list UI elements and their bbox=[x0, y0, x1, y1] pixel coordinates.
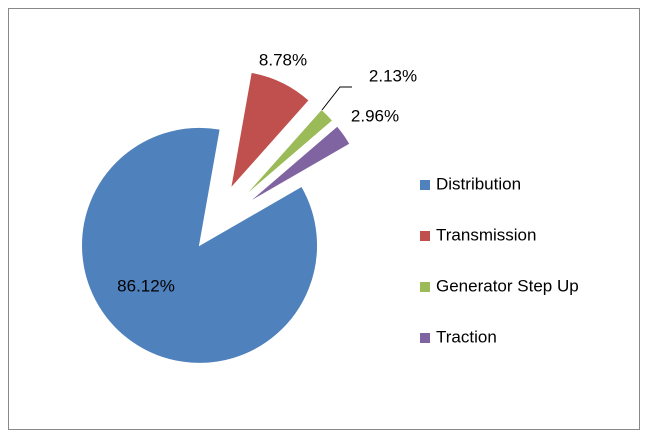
legend-swatch bbox=[420, 333, 430, 343]
legend-swatch bbox=[420, 231, 430, 241]
data-label: 86.12% bbox=[117, 276, 175, 295]
data-label: 8.78% bbox=[259, 50, 307, 69]
legend-swatch bbox=[420, 282, 430, 292]
pie-slice bbox=[229, 71, 310, 191]
legend-label: Transmission bbox=[436, 225, 536, 244]
pie-slice bbox=[247, 125, 351, 204]
leader-line bbox=[321, 86, 352, 111]
data-label: 2.13% bbox=[369, 66, 417, 85]
legend-label: Traction bbox=[436, 327, 497, 346]
pie-slice bbox=[81, 126, 319, 364]
legend-label: Distribution bbox=[436, 174, 521, 193]
data-label: 2.96% bbox=[351, 106, 399, 125]
legend-swatch bbox=[420, 180, 430, 190]
legend-label: Generator Step Up bbox=[436, 276, 579, 295]
pie-slice bbox=[242, 108, 334, 198]
